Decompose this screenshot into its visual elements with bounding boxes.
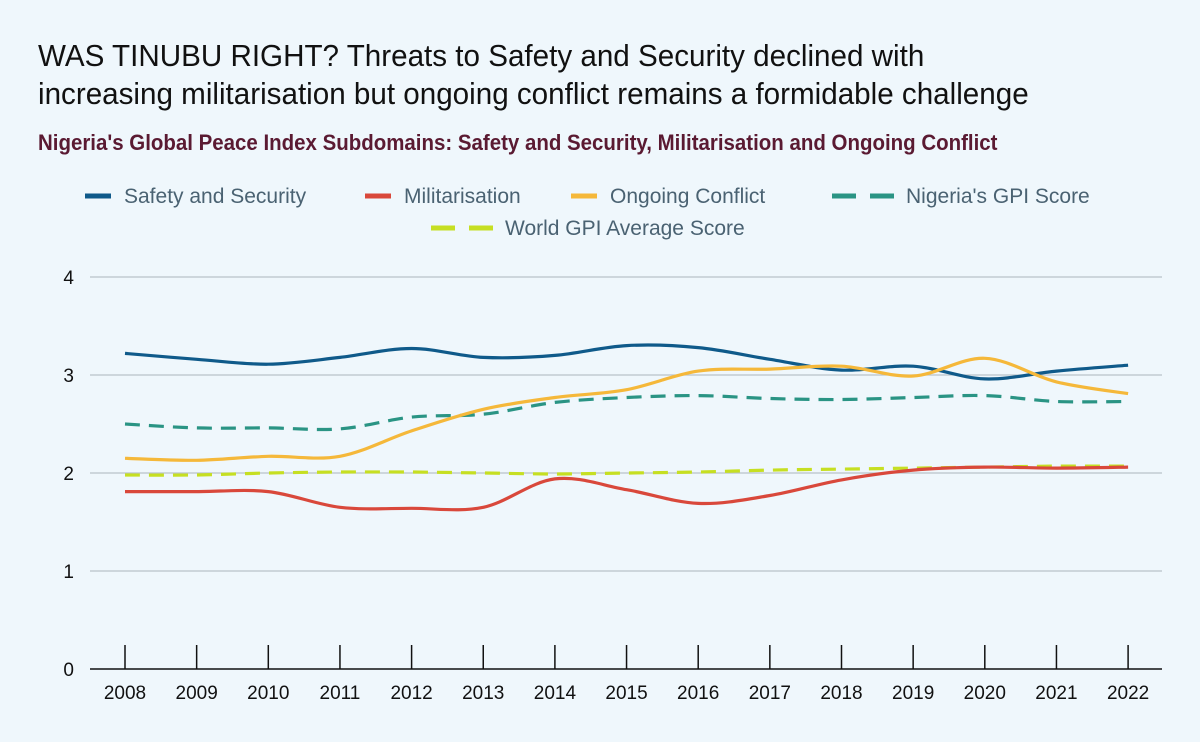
x-tick-label-2013: 2013 [462, 683, 504, 704]
series-line-militarisation [125, 465, 1129, 512]
y-tick-label-2: 2 [63, 464, 74, 485]
title-line-2: increasing militarisation but ongoing co… [38, 76, 1029, 111]
series-lines [124, 343, 1129, 512]
x-tick-label-2012: 2012 [390, 683, 432, 704]
legend-label-safety-and-security: Safety and Security [124, 185, 307, 208]
x-tick-label-2020: 2020 [964, 683, 1006, 704]
x-tick-label-2014: 2014 [534, 683, 577, 704]
x-tick-label-2021: 2021 [1035, 683, 1077, 704]
y-tick-label-1: 1 [63, 562, 74, 583]
x-tick-label-2008: 2008 [104, 683, 146, 704]
x-tick-label-2017: 2017 [749, 683, 791, 704]
series-line-ongoing-conflict [124, 356, 1129, 462]
legend-label-nigeria-s-gpi-score: Nigeria's GPI Score [906, 185, 1090, 208]
x-tick-label-2015: 2015 [605, 683, 647, 704]
series-line-safety-and-security [124, 343, 1129, 381]
grid [90, 276, 1162, 572]
y-tick-label-4: 4 [63, 268, 74, 289]
axes: 0 1 2 3 4 2008 2009 2010 2011 2012 2013 2014 2015 201… [63, 268, 1162, 704]
title-line-1: WAS TINUBU RIGHT? Threats to Safety and … [38, 38, 925, 73]
x-tick-label-2016: 2016 [677, 683, 719, 704]
x-tick-label-2019: 2019 [892, 683, 934, 704]
legend-label-world-gpi-average-score: World GPI Average Score [505, 217, 745, 240]
chart-title: WAS TINUBU RIGHT? Threats to Safety and … [38, 37, 1127, 113]
x-tick-label-2011: 2011 [320, 683, 361, 704]
x-tick-label-2022: 2022 [1107, 683, 1149, 704]
legend-label-ongoing-conflict: Ongoing Conflict [610, 185, 765, 208]
x-tick-label-2009: 2009 [176, 683, 218, 704]
y-tick-label-0: 0 [63, 660, 74, 681]
y-tick-label-3: 3 [63, 366, 74, 387]
chart-subtitle: Nigeria's Global Peace Index Subdomains:… [38, 130, 998, 155]
series-line-nigeria-s-gpi-score [124, 393, 1129, 432]
x-tick-label-2018: 2018 [820, 683, 862, 704]
legend-label-militarisation: Militarisation [404, 185, 521, 208]
legend: Safety and Security Militarisation Ongoing… [85, 185, 1090, 240]
x-tick-label-2010: 2010 [247, 683, 289, 704]
